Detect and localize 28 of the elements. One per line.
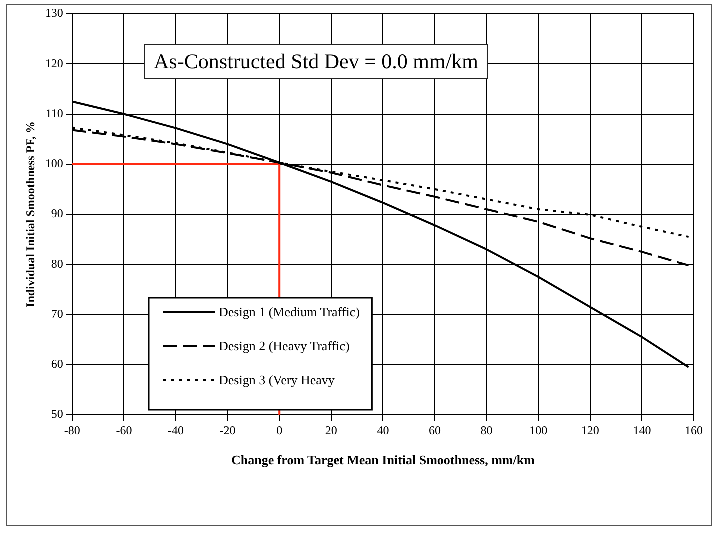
y-axis-title: Individual Initial Smoothness PF, % bbox=[23, 122, 38, 308]
legend-label: Design 1 (Medium Traffic) bbox=[219, 304, 360, 320]
x-tick-label: 80 bbox=[480, 423, 493, 438]
x-tick-label: 40 bbox=[377, 423, 390, 438]
y-tick-label: 120 bbox=[45, 56, 64, 70]
x-tick-label: 160 bbox=[685, 423, 703, 438]
x-tick-label: 60 bbox=[429, 423, 441, 438]
y-tick-label: 130 bbox=[45, 6, 64, 20]
x-tick-label: -40 bbox=[168, 423, 184, 438]
y-tick-label: 110 bbox=[46, 106, 64, 120]
x-tick-label: 140 bbox=[633, 423, 652, 438]
y-tick-label: 50 bbox=[51, 407, 64, 422]
x-tick-label: 20 bbox=[325, 423, 338, 438]
legend-label: Design 2 (Heavy Traffic) bbox=[219, 338, 350, 354]
x-tick-label: 120 bbox=[581, 423, 600, 438]
x-tick-label: -60 bbox=[116, 423, 132, 438]
y-tick-label: 70 bbox=[51, 306, 64, 321]
x-tick-label: 100 bbox=[530, 423, 548, 438]
y-tick-label: 90 bbox=[51, 206, 64, 221]
legend-label: Design 3 (Very Heavy bbox=[219, 372, 336, 388]
annotation: As-Constructed Std Dev = 0.0 mm/km bbox=[154, 50, 478, 74]
x-tick-label: -80 bbox=[64, 423, 80, 438]
y-tick-label: 60 bbox=[51, 357, 64, 372]
x-tick-label: 0 bbox=[276, 423, 283, 438]
y-tick-label: 100 bbox=[45, 156, 64, 171]
y-tick-label: 80 bbox=[51, 256, 64, 271]
x-tick-label: -20 bbox=[220, 423, 236, 438]
x-axis-title: Change from Target Mean Initial Smoothness, mm/km bbox=[231, 452, 536, 468]
